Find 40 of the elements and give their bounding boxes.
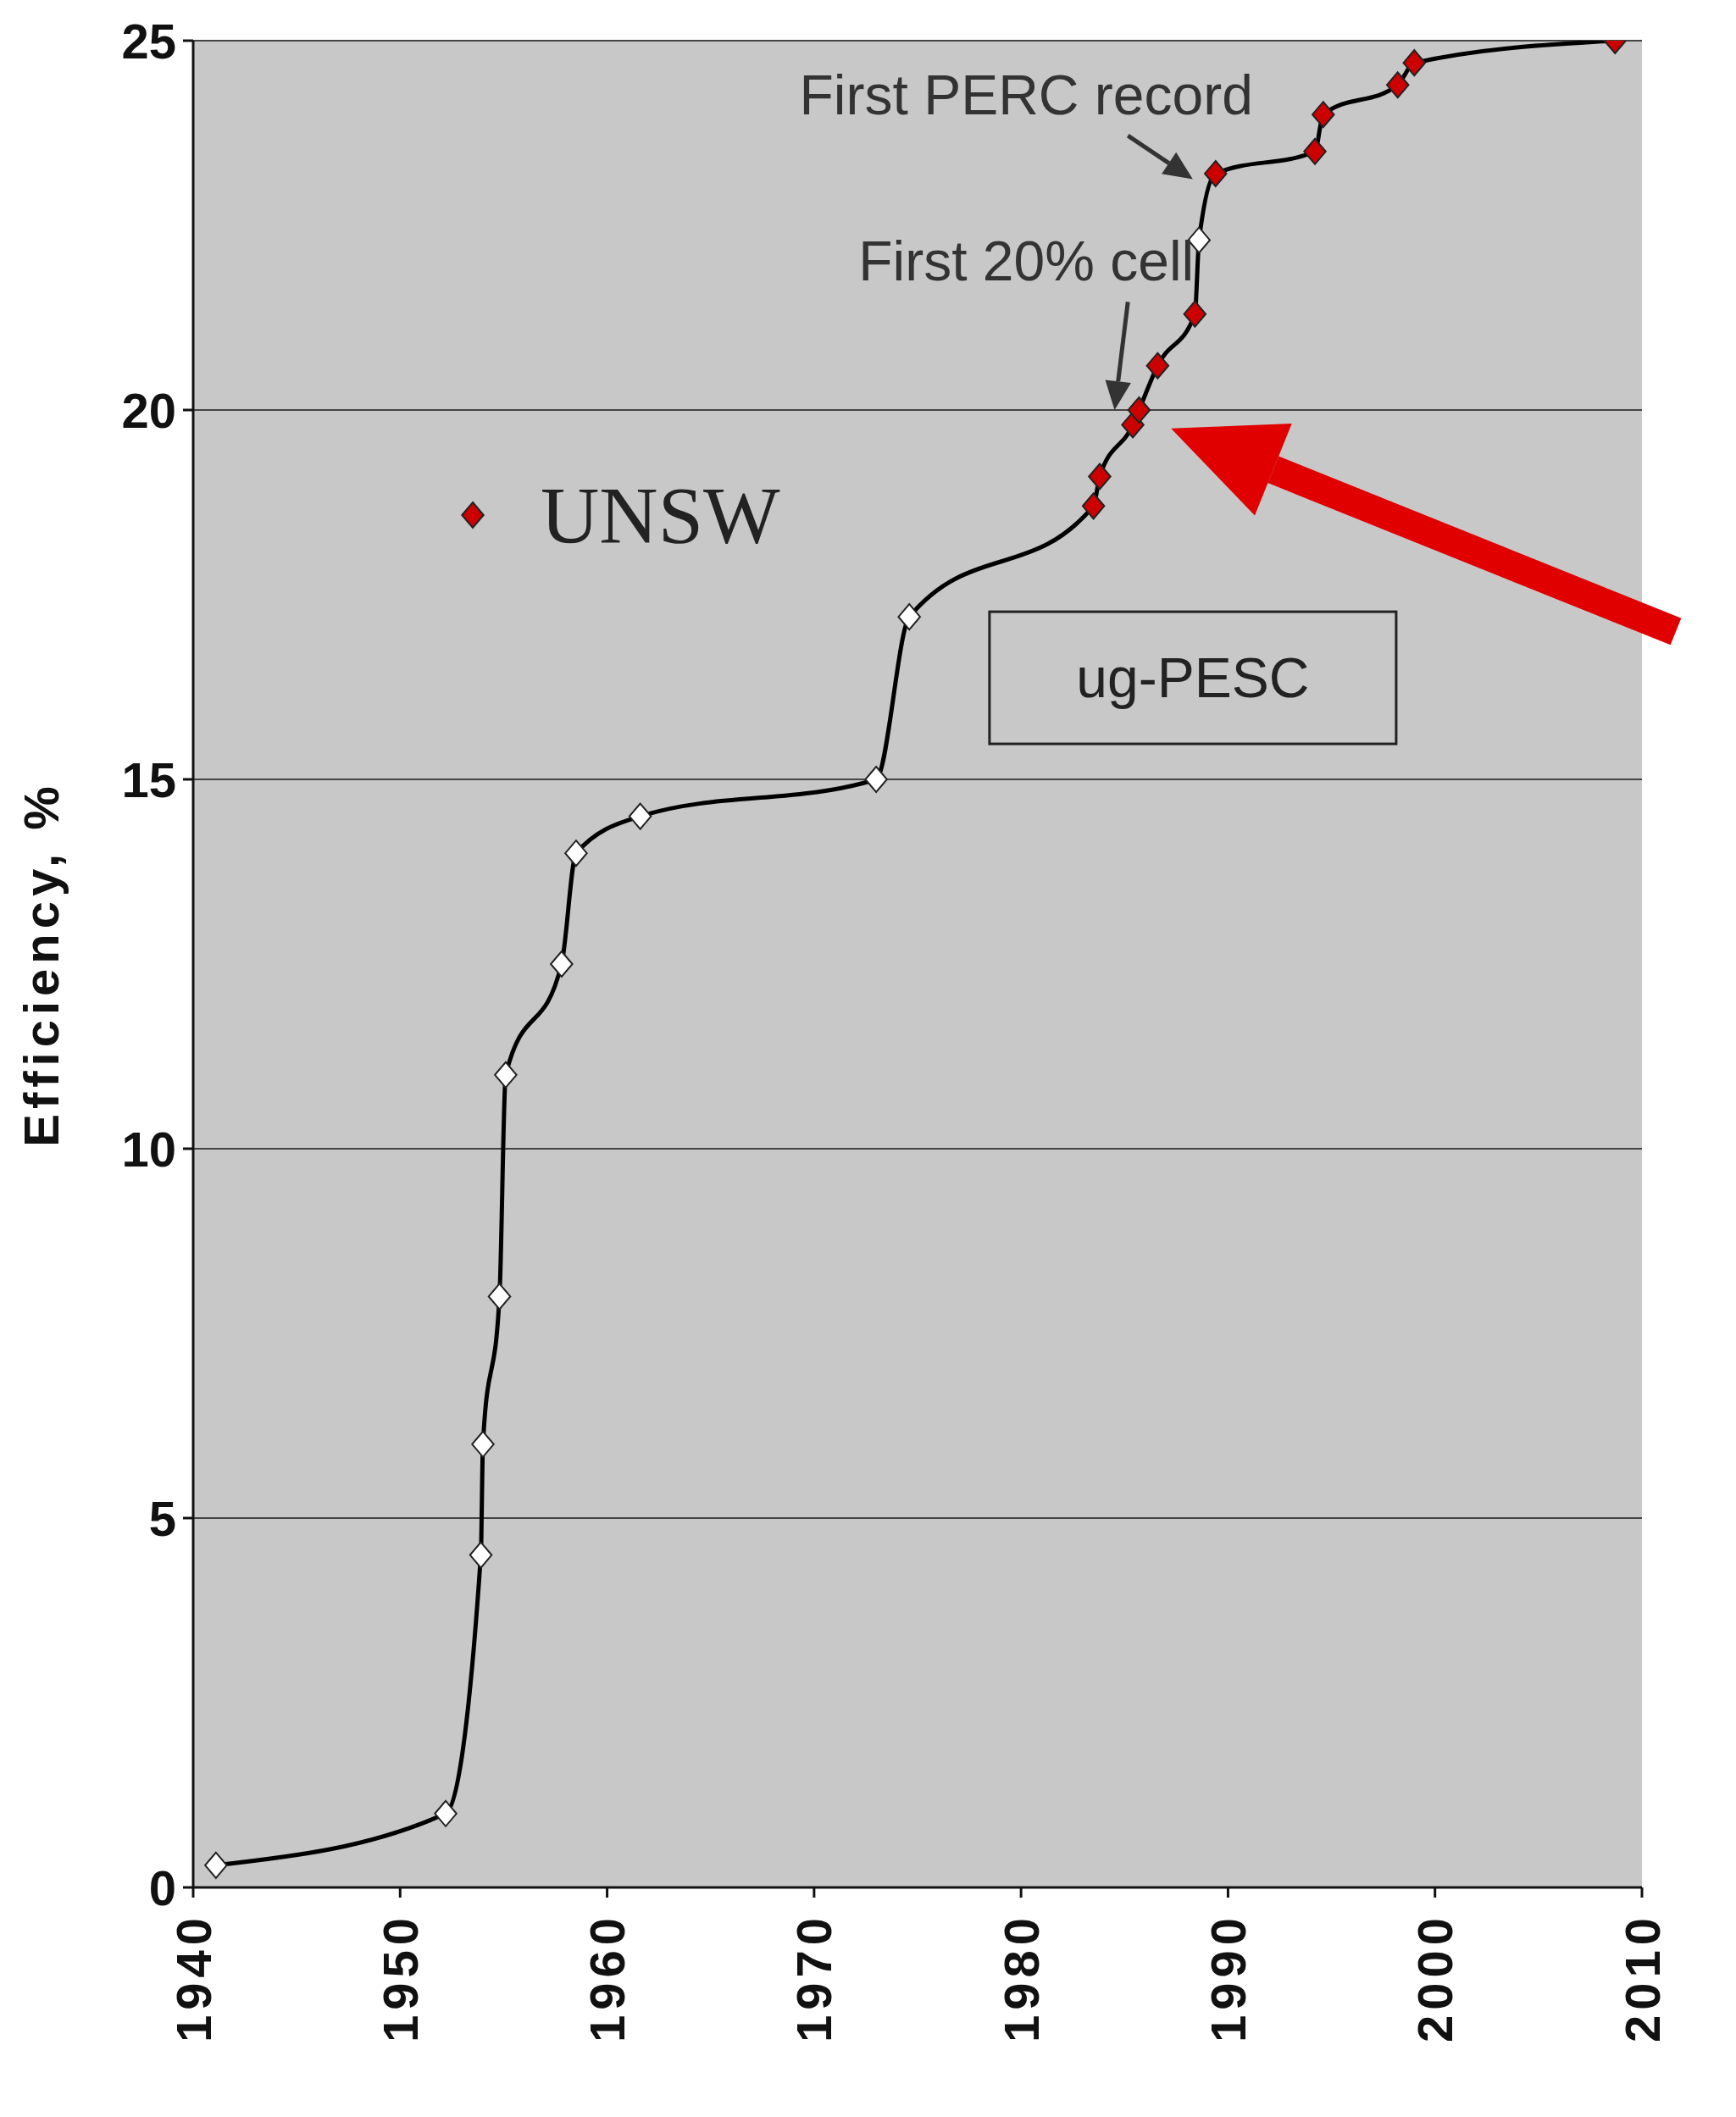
point	[1204, 159, 1228, 187]
y-axis-title: Efficiency, %	[13, 781, 69, 1147]
point	[469, 1541, 493, 1569]
y-tick-label: 5	[148, 1490, 176, 1546]
x-tick-label: 1980	[993, 1913, 1049, 2043]
point	[471, 1430, 495, 1458]
point	[1081, 492, 1106, 520]
x-tick-label: 1990	[1200, 1913, 1256, 2043]
point	[1402, 49, 1427, 77]
point	[550, 950, 574, 978]
x-tick-label: 2010	[1614, 1913, 1670, 2043]
annotation: ug-PESC	[1076, 646, 1310, 710]
point	[1088, 463, 1112, 490]
annotation: First 20% cell	[858, 230, 1195, 293]
point	[434, 1799, 458, 1827]
x-tick-label: 1960	[580, 1913, 635, 2043]
point	[1312, 101, 1335, 129]
point	[1145, 352, 1170, 380]
x-tick-label: 1950	[372, 1913, 428, 2043]
point	[1385, 71, 1410, 99]
point	[897, 603, 921, 631]
x-tick-label: 1970	[786, 1913, 842, 2043]
point	[628, 802, 652, 830]
legend-label: UNSW	[541, 469, 781, 561]
y-tick-label: 10	[121, 1121, 176, 1177]
annotation: First PERC record	[799, 64, 1253, 127]
y-tick-label: 20	[121, 382, 176, 438]
point	[864, 766, 888, 793]
y-tick-label: 25	[121, 13, 176, 69]
point	[1303, 137, 1327, 165]
point	[1183, 300, 1207, 328]
point	[1127, 396, 1151, 424]
point	[204, 1851, 228, 1879]
point	[487, 1283, 512, 1311]
x-tick-label: 2000	[1407, 1913, 1463, 2043]
y-tick-label: 0	[148, 1859, 176, 1915]
x-tick-label: 1940	[165, 1913, 221, 2043]
point	[494, 1061, 518, 1089]
point	[564, 840, 588, 867]
y-tick-label: 15	[121, 751, 176, 807]
